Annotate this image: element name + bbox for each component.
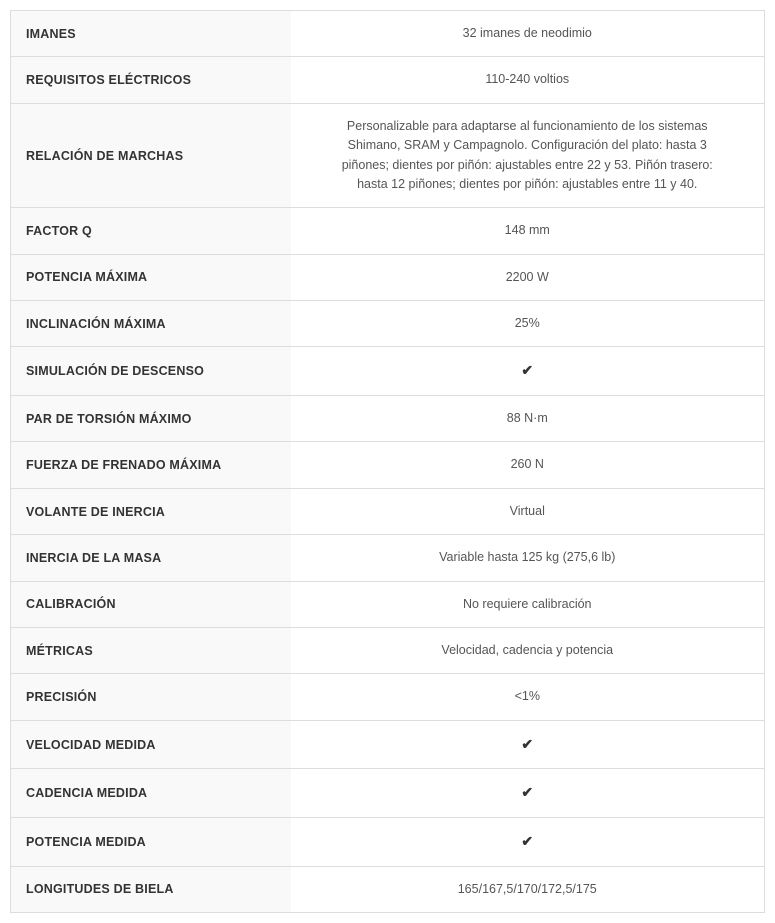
spec-value: ✔ xyxy=(291,818,765,867)
spec-value: Virtual xyxy=(291,488,765,534)
table-row: POTENCIA MÁXIMA2200 W xyxy=(11,254,765,300)
spec-value: Velocidad, cadencia y potencia xyxy=(291,627,765,673)
spec-label: INCLINACIÓN MÁXIMA xyxy=(11,301,291,347)
spec-label: REQUISITOS ELÉCTRICOS xyxy=(11,57,291,103)
spec-value: Personalizable para adaptarse al funcion… xyxy=(291,103,765,208)
spec-table: IMANES32 imanes de neodimioREQUISITOS EL… xyxy=(10,10,765,913)
spec-label: INERCIA DE LA MASA xyxy=(11,535,291,581)
table-row: FUERZA DE FRENADO MÁXIMA260 N xyxy=(11,442,765,488)
spec-label: CALIBRACIÓN xyxy=(11,581,291,627)
spec-value-text: Personalizable para adaptarse al funcion… xyxy=(327,117,727,195)
table-row: RELACIÓN DE MARCHAS Personalizable para a… xyxy=(11,103,765,208)
spec-label: LONGITUDES DE BIELA xyxy=(11,866,291,912)
table-row: SIMULACIÓN DE DESCENSO ✔ xyxy=(11,347,765,396)
table-row: CADENCIA MEDIDA ✔ xyxy=(11,769,765,818)
spec-label: PRECISIÓN xyxy=(11,674,291,720)
spec-table-body: IMANES32 imanes de neodimioREQUISITOS EL… xyxy=(11,11,765,913)
spec-value: ✔ xyxy=(291,769,765,818)
spec-value: 88 N·m xyxy=(291,396,765,442)
table-row: VOLANTE DE INERCIAVirtual xyxy=(11,488,765,534)
spec-value: 165/167,5/170/172,5/175 xyxy=(291,866,765,912)
spec-value: 25% xyxy=(291,301,765,347)
spec-label: IMANES xyxy=(11,11,291,57)
spec-label: CADENCIA MEDIDA xyxy=(11,769,291,818)
table-row: INCLINACIÓN MÁXIMA25% xyxy=(11,301,765,347)
spec-label: PAR DE TORSIÓN MÁXIMO xyxy=(11,396,291,442)
spec-value: 110-240 voltios xyxy=(291,57,765,103)
table-row: REQUISITOS ELÉCTRICOS110-240 voltios xyxy=(11,57,765,103)
spec-value: <1% xyxy=(291,674,765,720)
spec-label: SIMULACIÓN DE DESCENSO xyxy=(11,347,291,396)
check-icon: ✔ xyxy=(521,831,533,853)
spec-label: VOLANTE DE INERCIA xyxy=(11,488,291,534)
spec-label: FUERZA DE FRENADO MÁXIMA xyxy=(11,442,291,488)
check-icon: ✔ xyxy=(521,782,533,804)
table-row: POTENCIA MEDIDA ✔ xyxy=(11,818,765,867)
spec-value: 148 mm xyxy=(291,208,765,254)
spec-value: 32 imanes de neodimio xyxy=(291,11,765,57)
table-row: PAR DE TORSIÓN MÁXIMO88 N·m xyxy=(11,396,765,442)
spec-label: POTENCIA MÁXIMA xyxy=(11,254,291,300)
table-row: VELOCIDAD MEDIDA ✔ xyxy=(11,720,765,769)
spec-label: FACTOR Q xyxy=(11,208,291,254)
spec-value: 2200 W xyxy=(291,254,765,300)
spec-value: 260 N xyxy=(291,442,765,488)
table-row: LONGITUDES DE BIELA165/167,5/170/172,5/1… xyxy=(11,866,765,912)
table-row: PRECISIÓN<1% xyxy=(11,674,765,720)
spec-value: No requiere calibración xyxy=(291,581,765,627)
table-row: MÉTRICASVelocidad, cadencia y potencia xyxy=(11,627,765,673)
spec-label: RELACIÓN DE MARCHAS xyxy=(11,103,291,208)
table-row: INERCIA DE LA MASAVariable hasta 125 kg … xyxy=(11,535,765,581)
check-icon: ✔ xyxy=(521,734,533,756)
spec-label: POTENCIA MEDIDA xyxy=(11,818,291,867)
check-icon: ✔ xyxy=(521,360,533,382)
spec-label: VELOCIDAD MEDIDA xyxy=(11,720,291,769)
spec-value: Variable hasta 125 kg (275,6 lb) xyxy=(291,535,765,581)
table-row: CALIBRACIÓNNo requiere calibración xyxy=(11,581,765,627)
table-row: FACTOR Q148 mm xyxy=(11,208,765,254)
spec-label: MÉTRICAS xyxy=(11,627,291,673)
spec-value: ✔ xyxy=(291,347,765,396)
table-row: IMANES32 imanes de neodimio xyxy=(11,11,765,57)
spec-value: ✔ xyxy=(291,720,765,769)
